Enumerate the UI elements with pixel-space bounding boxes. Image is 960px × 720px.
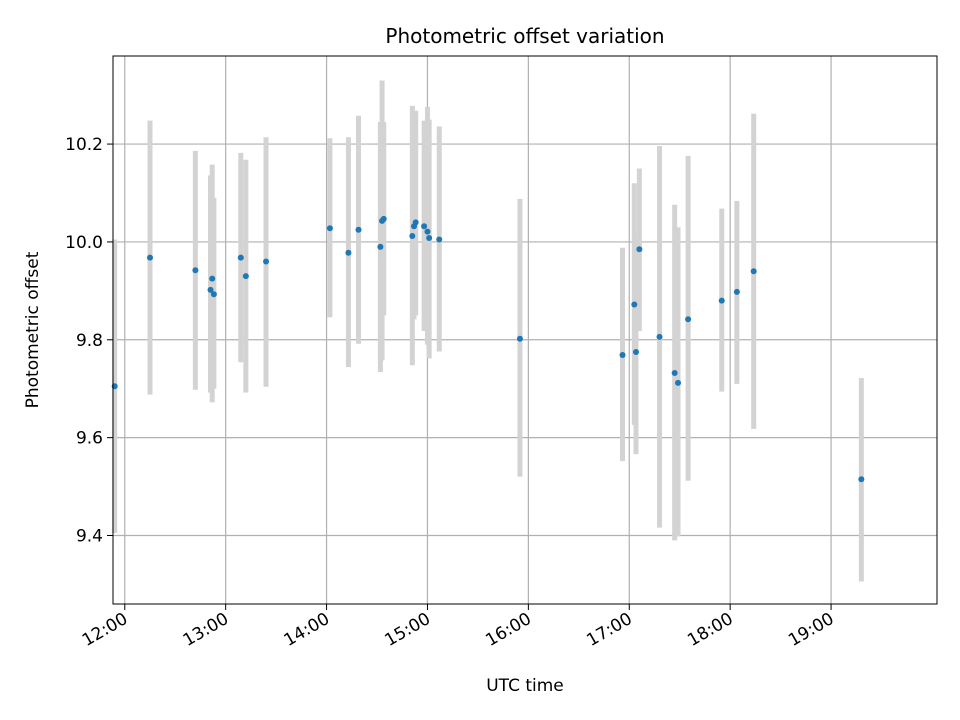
data-point [409,233,416,240]
data-point [436,236,443,243]
data-point [421,223,428,230]
data-point [636,246,643,253]
data-point [192,267,199,274]
data-point [516,335,523,342]
data-point [619,351,626,358]
data-point [326,225,333,232]
grid-lines [113,56,937,604]
data-point [631,301,638,308]
data-point [210,291,217,298]
x-axis-label: UTC time [486,676,564,696]
data-point [355,226,362,233]
data-point [345,249,352,256]
data-points [111,215,865,483]
y-tick-label: 9.6 [76,429,103,449]
data-point [424,228,431,235]
data-point [263,258,270,265]
data-point [858,476,865,483]
data-point [412,219,419,226]
data-point [656,333,663,340]
data-point [209,275,216,282]
data-point [207,286,214,293]
data-point [750,268,757,275]
y-axis-label: Photometric offset [23,251,43,408]
y-tick-label: 9.4 [76,527,103,547]
data-point [426,235,433,242]
data-point [718,297,725,304]
data-point [377,243,384,250]
data-point [242,273,249,280]
data-point [685,316,692,323]
y-axis-ticks: 9.4 9.6 9.8 10.0 10.2 [65,135,113,547]
data-point [632,349,639,356]
y-tick-label: 10.2 [65,135,103,155]
chart-title: Photometric offset variation [385,24,664,48]
plot-frame [112,55,938,605]
y-tick-label: 9.8 [76,331,103,351]
data-point [671,370,678,377]
data-point [675,379,682,386]
data-point [733,288,740,295]
data-point [146,254,153,261]
data-point [237,254,244,261]
y-tick-label: 10.0 [65,233,103,253]
data-point [380,215,387,222]
